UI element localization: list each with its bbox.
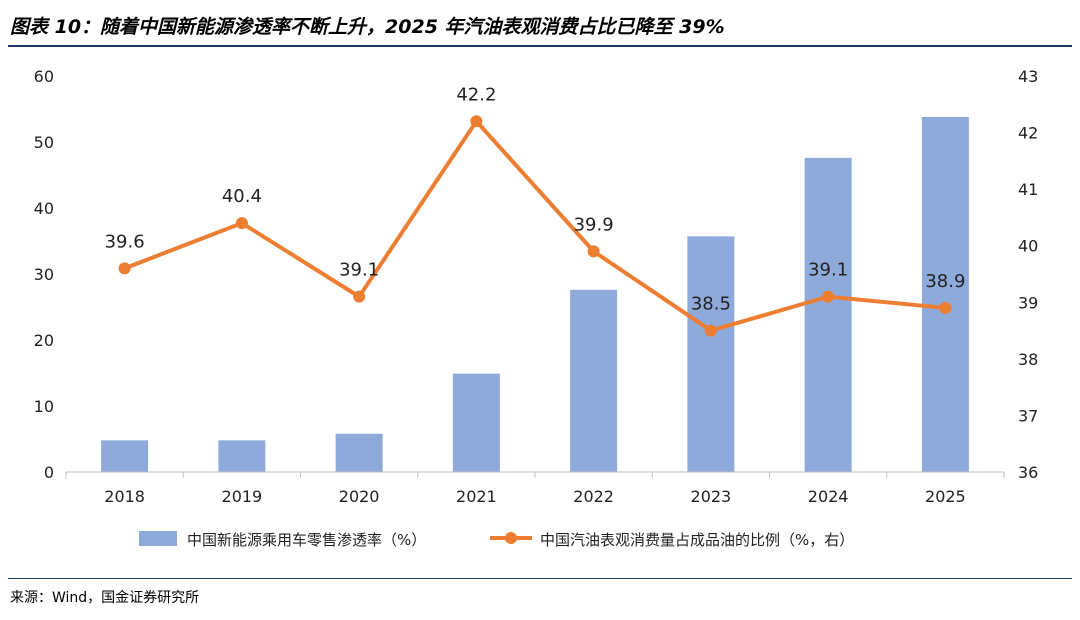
data-label: 38.9 xyxy=(925,271,965,292)
data-label: 42.2 xyxy=(456,84,496,105)
right-tick-label: 37 xyxy=(1018,406,1038,425)
line-point-2020 xyxy=(353,290,366,303)
bar-2023 xyxy=(687,236,735,472)
x-tick-label: 2020 xyxy=(339,487,380,506)
line-point-2025 xyxy=(939,301,952,314)
left-tick-label: 60 xyxy=(34,67,54,86)
legend-label-line: 中国汽油表观消费量占成品油的比例（%，右） xyxy=(540,531,854,549)
legend: 中国新能源乘用车零售渗透率（%） 中国汽油表观消费量占成品油的比例（%，右） xyxy=(139,531,854,549)
line-path xyxy=(123,119,946,333)
x-axis: 2018 2019 2020 2021 2022 2023 2024 2025 xyxy=(65,471,1005,506)
data-label: 39.6 xyxy=(105,231,145,252)
left-tick-label: 20 xyxy=(34,331,54,350)
bar-2024 xyxy=(804,157,852,472)
bar-2019 xyxy=(218,440,266,472)
x-tick-label: 2024 xyxy=(808,487,849,506)
left-tick-label: 40 xyxy=(34,199,54,218)
data-label: 39.9 xyxy=(574,214,614,235)
bar-2022 xyxy=(570,289,618,472)
left-tick-label: 10 xyxy=(34,397,54,416)
title-rule xyxy=(8,45,1072,47)
bar-series xyxy=(101,116,969,473)
bar-2021 xyxy=(452,373,500,472)
right-tick-label: 41 xyxy=(1018,180,1038,199)
line-point-2019 xyxy=(235,217,248,230)
right-tick-label: 39 xyxy=(1018,293,1038,312)
left-tick-label: 50 xyxy=(34,133,54,152)
data-label: 39.1 xyxy=(339,260,379,281)
data-label: 39.1 xyxy=(808,260,848,281)
x-tick-label: 2019 xyxy=(222,487,263,506)
left-tick-label: 30 xyxy=(34,265,54,284)
data-label: 40.4 xyxy=(222,186,262,207)
source-note: 来源：Wind，国金证券研究所 xyxy=(10,590,200,606)
line-point-2018 xyxy=(118,262,131,275)
chart-title: 图表 10：随着中国新能源渗透率不断上升，2025 年汽油表观消费占比已降至 3… xyxy=(10,16,725,38)
line-series: 39.6 40.4 39.1 42.2 39.9 38.5 39.1 38.9 xyxy=(105,84,965,337)
line-point-2021 xyxy=(470,115,483,128)
legend-swatch-bar xyxy=(139,531,177,546)
left-tick-label: 0 xyxy=(44,463,54,482)
x-tick-label: 2023 xyxy=(691,487,732,506)
bar-2020 xyxy=(335,433,383,472)
source-rule xyxy=(8,578,1072,579)
line-point-2023 xyxy=(704,324,717,337)
x-tick-label: 2018 xyxy=(104,487,145,506)
right-tick-label: 36 xyxy=(1018,463,1038,482)
legend-label-bar: 中国新能源乘用车零售渗透率（%） xyxy=(187,531,426,549)
right-tick-label: 40 xyxy=(1018,237,1038,256)
line-point-2024 xyxy=(822,290,835,303)
right-axis-ticks: 36 37 38 39 40 41 42 43 xyxy=(1018,67,1038,482)
right-tick-label: 42 xyxy=(1018,124,1038,143)
left-axis-ticks: 0 10 20 30 40 50 60 xyxy=(34,67,54,482)
data-label: 38.5 xyxy=(691,294,731,315)
right-tick-label: 38 xyxy=(1018,350,1038,369)
bar-2018 xyxy=(101,440,149,472)
bar-2025 xyxy=(921,116,969,473)
x-tick-label: 2025 xyxy=(925,487,966,506)
x-tick-label: 2021 xyxy=(456,487,497,506)
legend-swatch-marker xyxy=(505,532,517,544)
line-point-2022 xyxy=(587,245,600,258)
right-tick-label: 43 xyxy=(1018,67,1038,86)
x-tick-label: 2022 xyxy=(573,487,614,506)
